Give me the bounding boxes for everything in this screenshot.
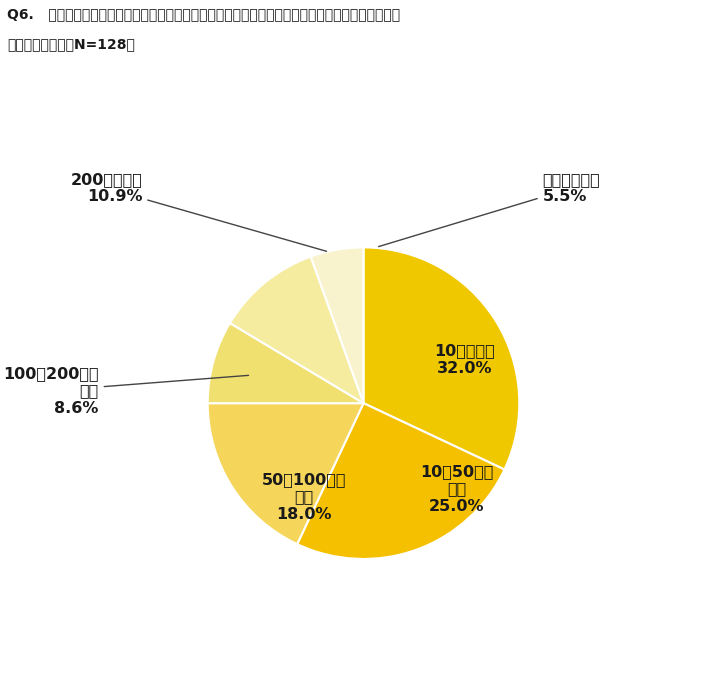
Wedge shape <box>208 403 364 544</box>
Text: Q6.   退職してからの転職を行う場合、転職活動の為に必要だと思う貯金（資金）はいくら必要だと: Q6. 退職してからの転職を行う場合、転職活動の為に必要だと思う貯金（資金）はい… <box>7 7 401 21</box>
Text: 10〜50万円
未満
25.0%: 10〜50万円 未満 25.0% <box>420 464 494 514</box>
Text: 200万円以上
10.9%: 200万円以上 10.9% <box>71 172 326 252</box>
Text: 100〜200万円
未満
8.6%: 100〜200万円 未満 8.6% <box>3 366 249 415</box>
Text: 10万円未満
32.0%: 10万円未満 32.0% <box>435 343 495 376</box>
Wedge shape <box>364 248 519 469</box>
Wedge shape <box>297 403 505 559</box>
Text: 50〜100万円
未満
18.0%: 50〜100万円 未満 18.0% <box>262 472 347 522</box>
Text: 感じましたか？（N=128）: 感じましたか？（N=128） <box>7 37 135 52</box>
Wedge shape <box>310 248 364 403</box>
Text: 答えたくない
5.5%: 答えたくない 5.5% <box>379 172 601 247</box>
Wedge shape <box>230 256 364 403</box>
Wedge shape <box>208 323 364 403</box>
